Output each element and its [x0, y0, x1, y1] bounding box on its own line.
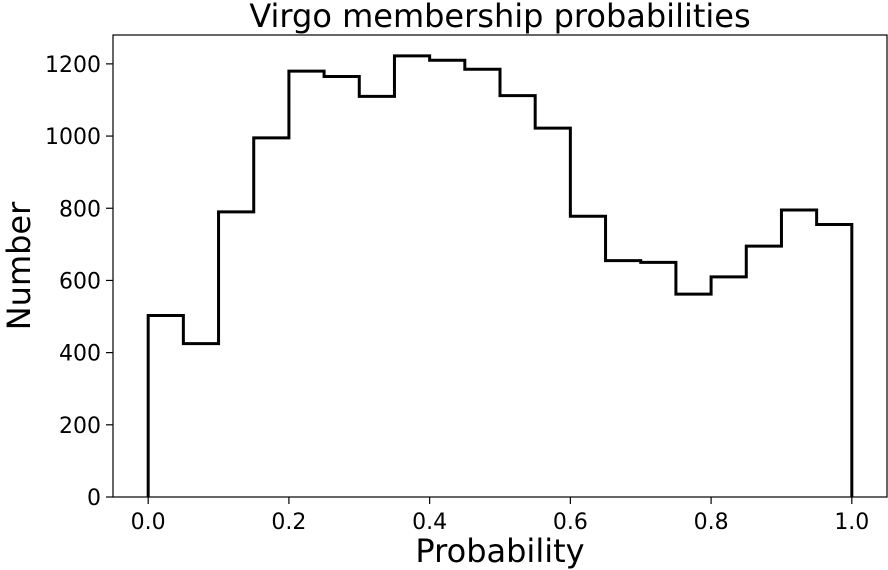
y-tick-label: 800 [59, 197, 101, 222]
histogram-step-line [146, 54, 854, 497]
y-tick-label: 1000 [45, 125, 101, 150]
histogram-bin [711, 277, 746, 497]
histogram-bin [535, 128, 570, 497]
y-tick-label: 0 [87, 486, 101, 511]
x-tick-label: 0.8 [694, 510, 729, 535]
histogram-bin [746, 246, 781, 497]
x-tick-label: 0.2 [271, 510, 306, 535]
y-axis-title: Number [0, 201, 38, 330]
axes-frame [112, 34, 888, 498]
x-tick-label: 0.0 [131, 510, 166, 535]
histogram-bin [359, 96, 394, 497]
y-tick-label: 1200 [45, 53, 101, 78]
x-tick-label: 1.0 [834, 510, 869, 535]
y-tick-label: 600 [59, 269, 101, 294]
histogram-bin [817, 224, 852, 497]
histogram-bin [183, 344, 218, 497]
histogram-bin [641, 262, 676, 497]
x-tick-label: 0.4 [412, 510, 447, 535]
histogram-bin [570, 216, 605, 497]
chart-title: Virgo membership probabilities [249, 0, 750, 35]
histogram-bin [430, 60, 465, 497]
y-tick-label: 400 [59, 342, 101, 367]
histogram-bin [324, 77, 359, 497]
histogram-bin [465, 69, 500, 497]
plot-area: 0.0 0.2 0.4 0.6 0.8 1.0 0 200 400 600 800 1000 1200 [45, 34, 888, 535]
histogram-bin [148, 315, 183, 497]
histogram-bin [219, 212, 254, 497]
y-tick-label: 200 [59, 414, 101, 439]
histogram-bin [500, 96, 535, 497]
histogram-bin [676, 294, 711, 497]
histogram-bin [289, 71, 324, 497]
histogram-bin [394, 56, 429, 497]
x-tick-label: 0.6 [553, 510, 588, 535]
x-axis-title: Probability [415, 532, 584, 570]
histogram-bin [254, 138, 289, 497]
histogram-bin [781, 210, 816, 497]
histogram-bin [606, 261, 641, 497]
